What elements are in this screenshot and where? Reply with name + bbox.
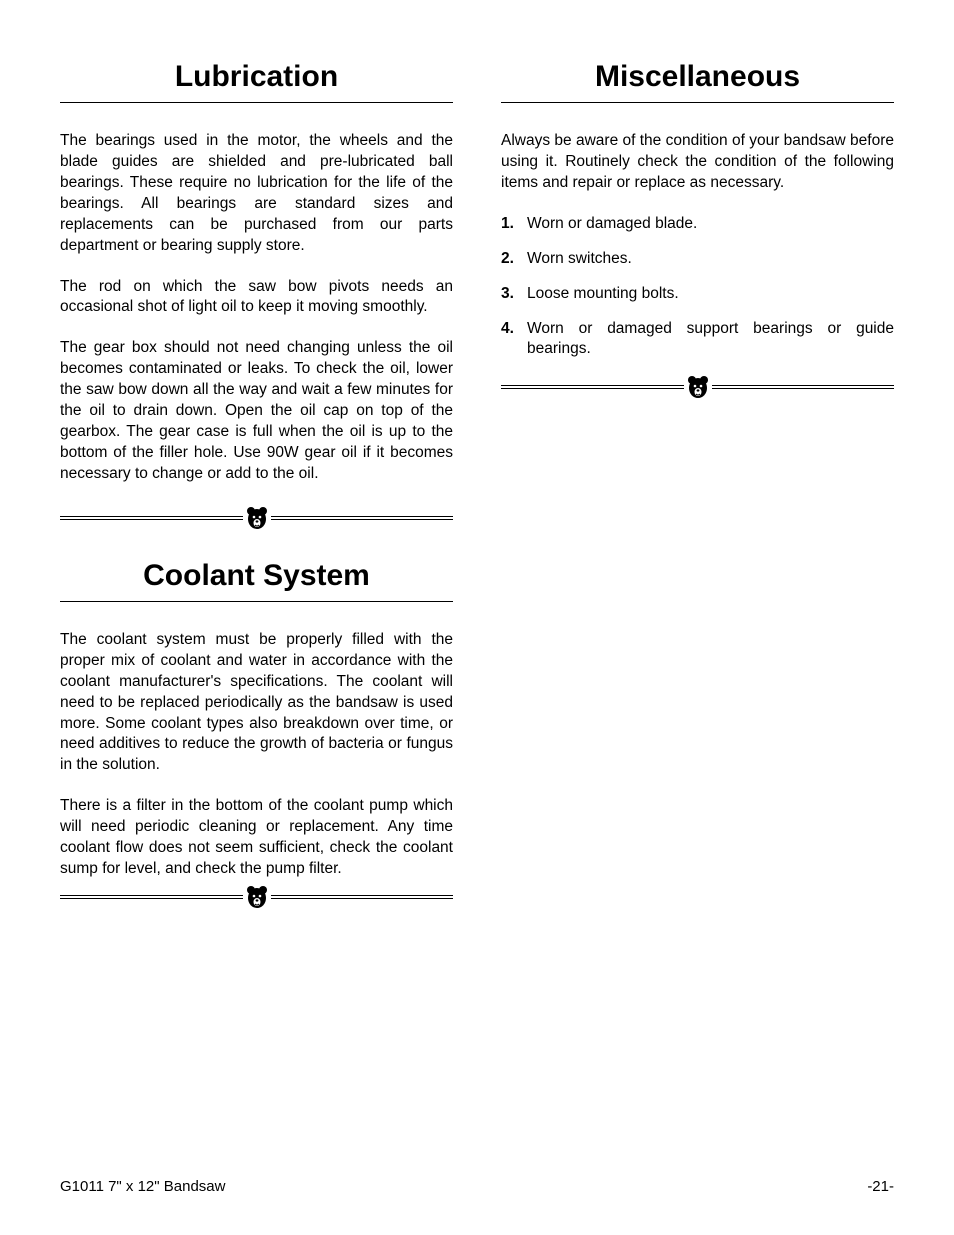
- footer-right: -21-: [867, 1178, 894, 1195]
- list-text: Worn or damaged support bearings or guid…: [527, 320, 894, 358]
- list-number: 2.: [501, 249, 514, 270]
- two-column-layout: Lubrication The bearings used in the mot…: [60, 60, 894, 938]
- bear-icon: [245, 505, 269, 531]
- list-text: Worn switches.: [527, 250, 632, 267]
- misc-rule: [501, 102, 894, 103]
- lubrication-rule: [60, 102, 453, 103]
- page-footer: G1011 7" x 12" Bandsaw -21-: [60, 1178, 894, 1195]
- list-number: 1.: [501, 214, 514, 235]
- lubrication-p1: The bearings used in the motor, the whee…: [60, 131, 453, 257]
- lubrication-heading: Lubrication: [60, 60, 453, 94]
- list-item: 2. Worn switches.: [527, 249, 894, 270]
- list-item: 1. Worn or damaged blade.: [527, 214, 894, 235]
- misc-heading: Miscellaneous: [501, 60, 894, 94]
- coolant-rule: [60, 601, 453, 602]
- misc-list: 1. Worn or damaged blade. 2. Worn switch…: [501, 214, 894, 361]
- lubrication-p3: The gear box should not need changing un…: [60, 338, 453, 484]
- left-column: Lubrication The bearings used in the mot…: [60, 60, 453, 938]
- list-item: 3. Loose mounting bolts.: [527, 284, 894, 305]
- section-divider: [501, 374, 894, 400]
- section-divider: [60, 505, 453, 531]
- list-text: Loose mounting bolts.: [527, 285, 679, 302]
- list-item: 4. Worn or damaged support bearings or g…: [527, 319, 894, 361]
- section-divider: [60, 884, 453, 910]
- misc-intro: Always be aware of the condition of your…: [501, 131, 894, 194]
- coolant-p2: There is a filter in the bottom of the c…: [60, 796, 453, 880]
- list-number: 3.: [501, 284, 514, 305]
- coolant-heading: Coolant System: [60, 559, 453, 593]
- bear-icon: [686, 374, 710, 400]
- bear-icon: [245, 884, 269, 910]
- list-text: Worn or damaged blade.: [527, 215, 697, 232]
- list-number: 4.: [501, 319, 514, 340]
- lubrication-p2: The rod on which the saw bow pivots need…: [60, 277, 453, 319]
- coolant-p1: The coolant system must be properly fill…: [60, 630, 453, 776]
- right-column: Miscellaneous Always be aware of the con…: [501, 60, 894, 938]
- footer-left: G1011 7" x 12" Bandsaw: [60, 1178, 225, 1195]
